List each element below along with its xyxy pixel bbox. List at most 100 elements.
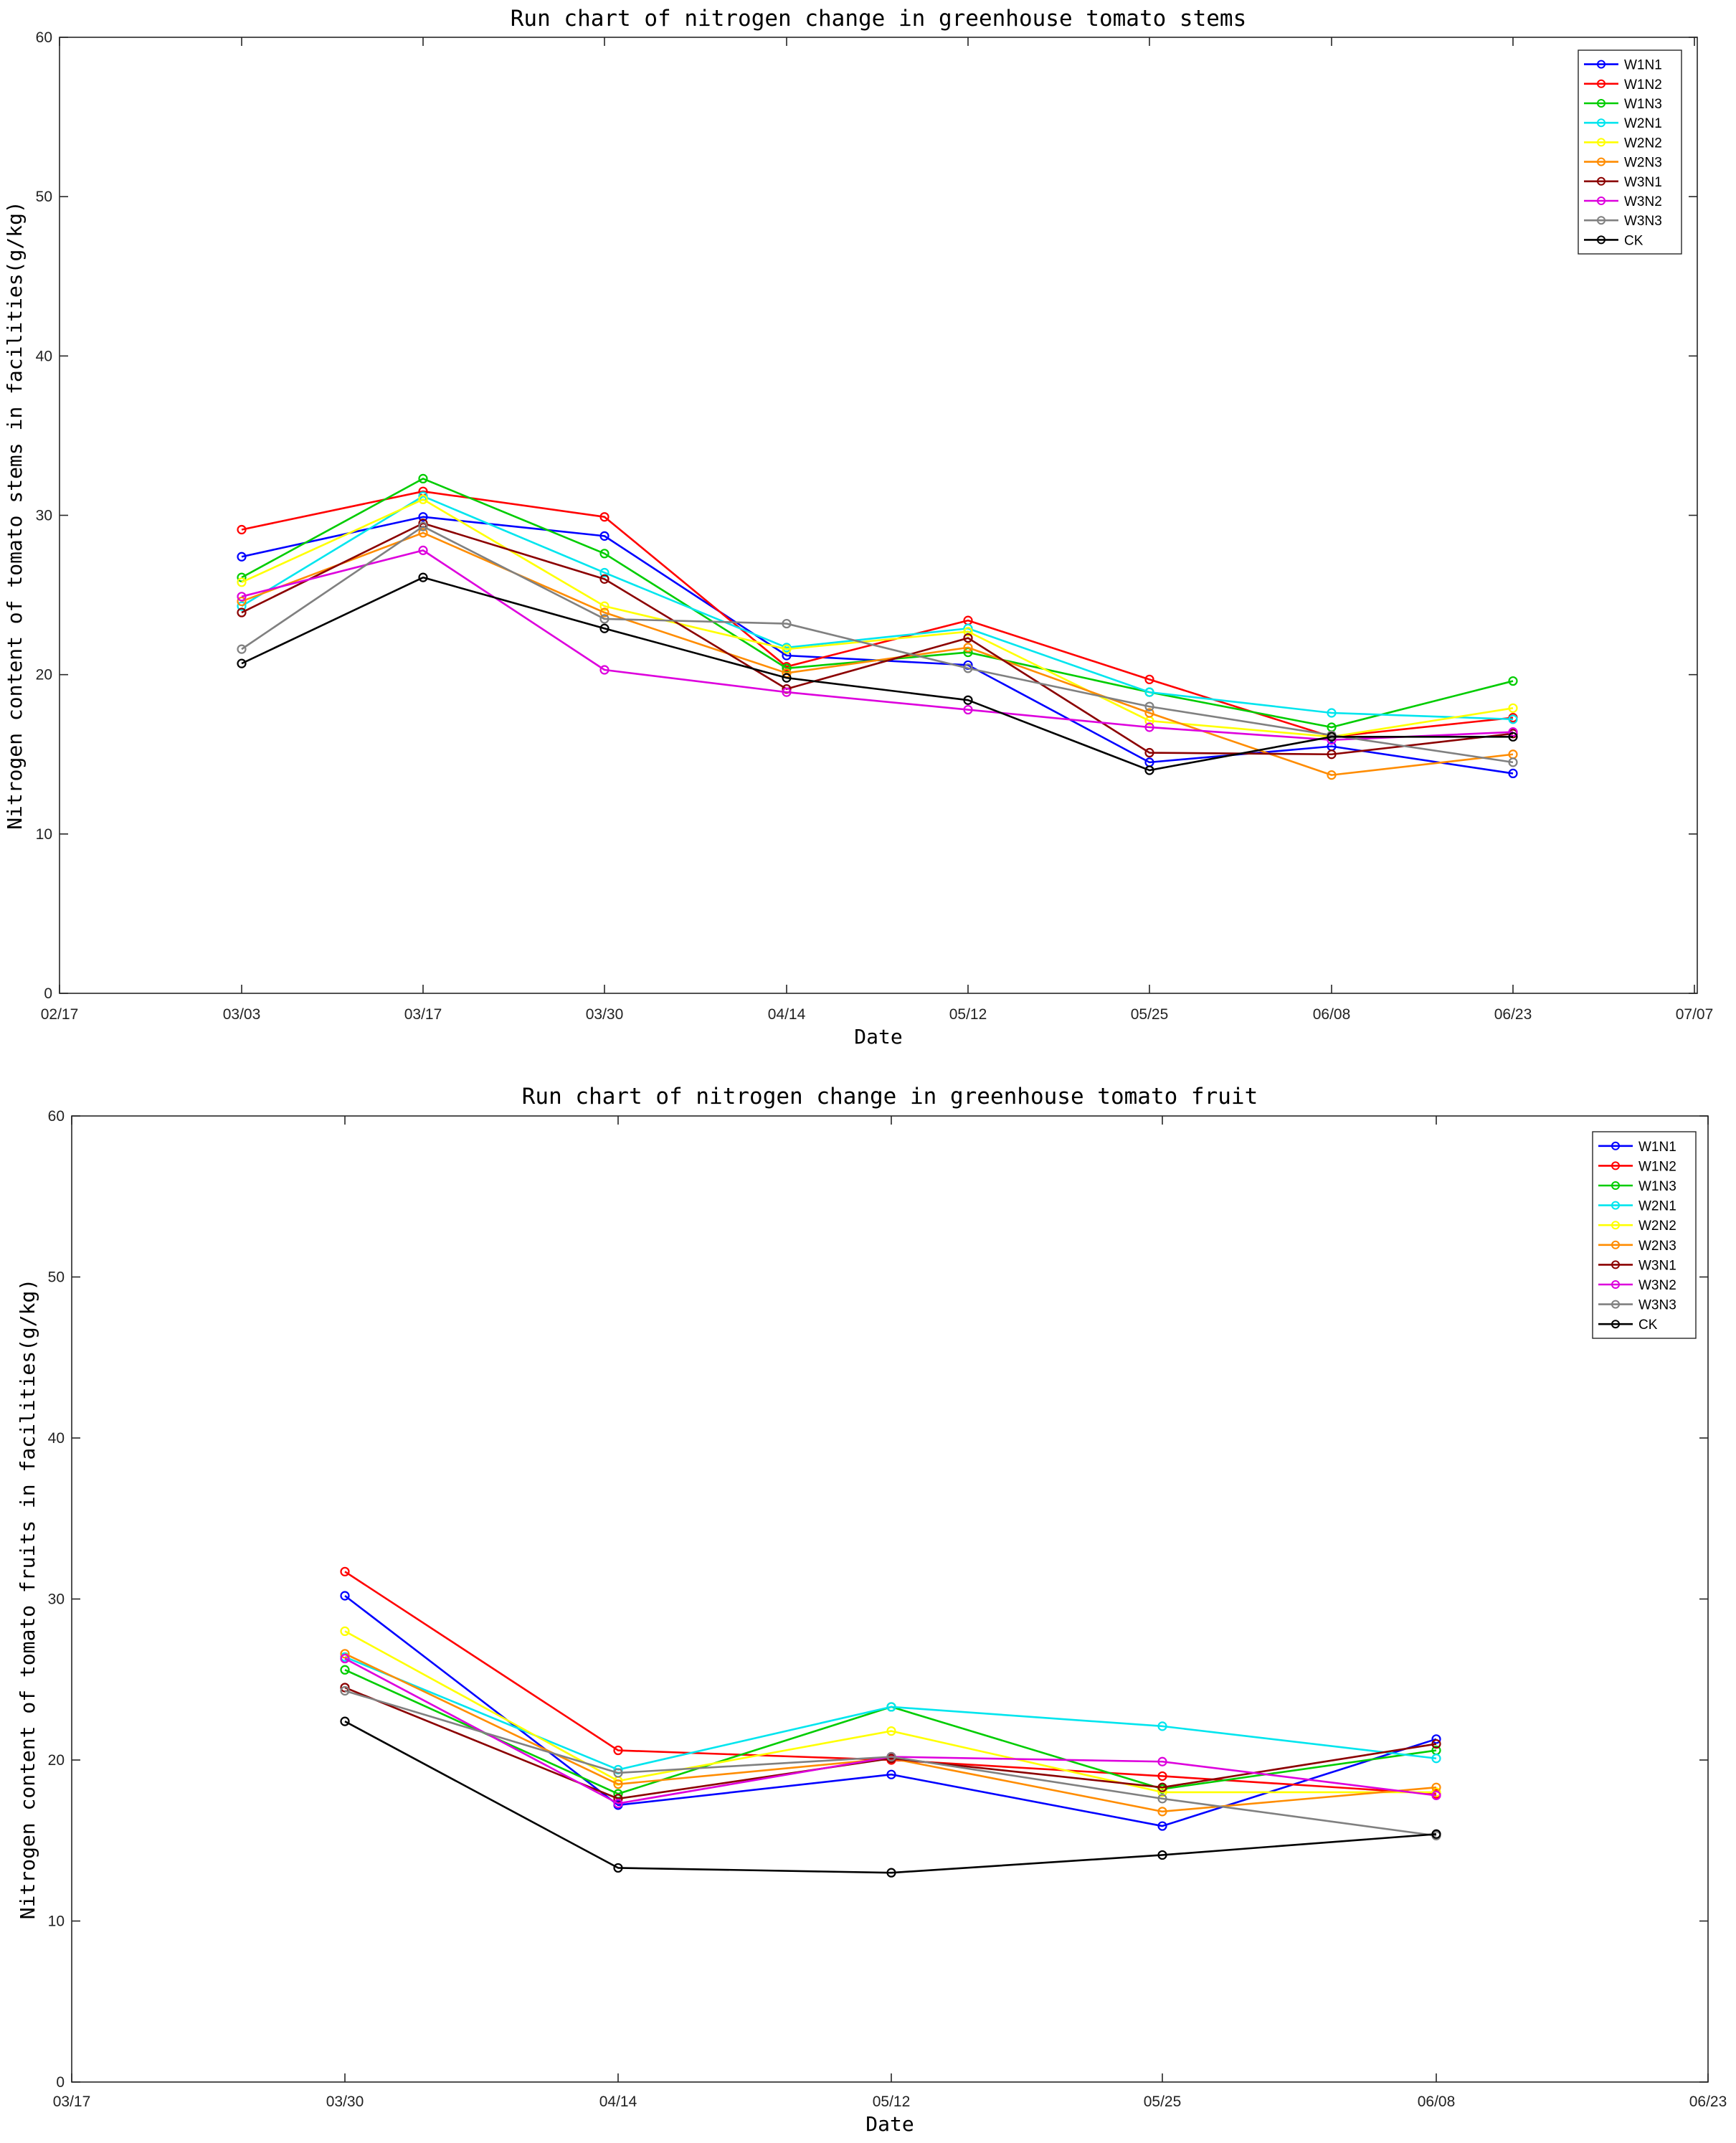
data-point-w2n2: W2N2 03/30: 28 — [340, 1626, 350, 1636]
data-point-w3n2: W3N2 05/12: 17.8 — [963, 704, 973, 715]
data-point-w3n2: W3N2 03/30: 20.3 — [599, 665, 610, 675]
data-point-w3n2: W3N2 03/03: 24.9 — [237, 592, 247, 602]
data-point-ck: CK 06/23: 16.1 — [1508, 732, 1518, 742]
y-tick-label: 30 — [36, 508, 52, 524]
data-point-w1n2: W1N2 05/25: 19.7 — [1144, 674, 1154, 684]
data-point-w2n1: W2N1 03/03: 24.3 — [237, 601, 247, 611]
legend-marker-w2n2 — [1611, 1221, 1620, 1230]
data-point-ck: CK 05/12: 18.4 — [963, 695, 973, 705]
data-point-w1n1: W1N1 03/03: 27.4 — [237, 552, 247, 562]
y-tick-label: 40 — [48, 1430, 65, 1447]
legend-marker-w3n1 — [1597, 176, 1605, 186]
legend-label-w3n1: W3N1 — [1624, 175, 1662, 190]
series-line-ck — [344, 1720, 1437, 1874]
legend-label-w2n3: W2N3 — [1638, 1239, 1676, 1254]
legend-label-w2n1: W2N1 — [1624, 116, 1662, 131]
legend-marker-w2n1 — [1611, 1201, 1620, 1210]
legend-marker-w3n3 — [1611, 1300, 1620, 1309]
series-line-w3n2 — [241, 549, 1514, 742]
legend-label-w1n2: W1N2 — [1624, 77, 1662, 93]
legend-marker-w1n2 — [1611, 1161, 1620, 1170]
data-point-w2n3: W2N3 03/03: 24.6 — [237, 596, 247, 607]
data-point-w2n3: W2N3 05/25: 16.8 — [1157, 1807, 1167, 1817]
data-point-w3n1: W3N1 03/03: 23.9 — [237, 607, 247, 618]
series-line-w2n2 — [241, 498, 1514, 738]
data-point-w1n1: W1N1 03/30: 28.7 — [599, 531, 610, 541]
data-point-w2n2: W2N2 03/30: 24.3 — [599, 601, 610, 611]
data-point-w2n3: W2N3 06/08: 13.7 — [1327, 770, 1337, 780]
data-point-w2n1: W2N1 06/08: 17.6 — [1327, 708, 1337, 718]
series-line-w2n1 — [344, 1656, 1437, 1771]
data-point-w3n1: W3N1 05/12: 22.3 — [963, 633, 973, 643]
x-tick-label: 03/03 — [223, 1006, 261, 1023]
data-point-w3n2: W3N2 04/14: 18.9 — [782, 687, 792, 697]
data-point-w1n2: W1N2 03/30: 29.9 — [599, 512, 610, 522]
data-point-w3n2: W3N2 04/14: 17.3 — [613, 1799, 623, 1809]
x-tick-label: 02/17 — [41, 1006, 79, 1023]
series-line-w1n1 — [344, 1594, 1437, 1827]
legend-label-w1n1: W1N1 — [1638, 1140, 1676, 1155]
data-point-w1n1: W1N1 06/23: 13.8 — [1508, 768, 1518, 779]
data-point-w2n3: W2N3 04/14: 18.5 — [613, 1779, 623, 1789]
data-point-w2n2: W2N2 03/17: 31 — [418, 494, 428, 504]
data-point-w1n1: W1N1 03/17: 29.9 — [418, 512, 428, 522]
x-axis-label: Date — [854, 1025, 902, 1049]
x-tick-label: 03/17 — [404, 1006, 442, 1023]
x-tick-label: 07/07 — [1676, 1006, 1714, 1023]
y-tick-label: 50 — [36, 189, 52, 205]
legend-marker-ck — [1597, 235, 1605, 245]
data-point-w3n2: W3N2 06/08: 17.8 — [1431, 1790, 1441, 1800]
data-point-w3n3: W3N3 05/25: 18 — [1144, 701, 1154, 711]
legend-marker-w3n2 — [1597, 197, 1605, 205]
series-line-w2n3 — [241, 531, 1514, 776]
x-tick-label: 04/14 — [768, 1006, 806, 1023]
data-point-w3n3: W3N3 03/30: 24.3 — [340, 1685, 350, 1696]
legend-marker-w2n3 — [1611, 1240, 1620, 1249]
data-point-ck: CK 03/30: 22.4 — [340, 1716, 350, 1726]
legend-label-w3n2: W3N2 — [1638, 1278, 1676, 1293]
data-point-w2n1: W2N1 05/25: 22.1 — [1157, 1721, 1167, 1731]
data-point-w2n1: W2N1 06/08: 20.1 — [1431, 1754, 1441, 1764]
legend-label-w2n2: W2N2 — [1638, 1219, 1676, 1234]
legend-marker-w2n1 — [1597, 118, 1605, 128]
y-tick-label: 0 — [44, 985, 52, 1002]
x-axis-label: Date — [865, 2112, 914, 2136]
data-point-w3n2: W3N2 05/25: 19.9 — [1157, 1756, 1167, 1766]
series-line-w3n1 — [344, 1686, 1437, 1800]
data-point-w3n3: W3N3 06/23: 14.5 — [1508, 757, 1518, 767]
legend-label-w3n2: W3N2 — [1624, 194, 1662, 209]
legend-label-w3n1: W3N1 — [1638, 1258, 1676, 1273]
data-point-w2n2: W2N2 06/23: 17.9 — [1508, 703, 1518, 713]
y-tick-label: 10 — [36, 826, 52, 843]
legend-marker-w3n2 — [1611, 1280, 1620, 1289]
data-point-w1n1: W1N1 06/08: 21.3 — [1431, 1734, 1441, 1744]
data-point-w2n1: W2N1 06/23: 17.2 — [1508, 714, 1518, 724]
legend-marker-w1n1 — [1597, 60, 1605, 69]
x-tick-label: 03/30 — [586, 1006, 624, 1023]
data-point-w1n3: W1N3 03/30: 25.6 — [340, 1665, 350, 1675]
data-point-w2n1: W2N1 03/30: 26.4 — [599, 567, 610, 578]
data-point-ck: CK 05/25: 14.1 — [1157, 1850, 1167, 1860]
legend-label-w1n1: W1N1 — [1624, 58, 1662, 73]
legend-label-ck: CK — [1638, 1318, 1658, 1333]
series-line-w1n2 — [241, 490, 1514, 738]
series-line-ck — [241, 576, 1513, 772]
data-point-w1n3: W1N3 06/23: 19.6 — [1508, 676, 1518, 686]
x-tick-label: 05/12 — [949, 1006, 987, 1023]
legend-label-w2n3: W2N3 — [1624, 156, 1662, 171]
data-point-ck: CK 03/17: 26.1 — [418, 572, 428, 582]
y-axis-label: Nitrogen content of tomato fruits in fac… — [16, 1279, 39, 1919]
legend-marker-w1n2 — [1597, 79, 1605, 88]
data-point-w2n2: W2N2 05/12: 21.8 — [886, 1726, 896, 1736]
legend-label-w1n3: W1N3 — [1638, 1179, 1676, 1194]
legend-label-w3n3: W3N3 — [1638, 1298, 1676, 1313]
data-point-w2n3: W2N3 05/12: 21.7 — [963, 643, 973, 653]
legend-marker-w2n3 — [1597, 157, 1605, 166]
data-point-w3n3: W3N3 04/14: 23.2 — [782, 618, 792, 629]
data-point-ck: CK 05/12: 13 — [886, 1868, 896, 1878]
series-line-w3n3 — [344, 1690, 1437, 1837]
legend-label-w2n1: W2N1 — [1638, 1199, 1676, 1214]
data-point-w2n2: W2N2 03/03: 25.8 — [237, 577, 247, 587]
data-point-w2n1: W2N1 05/25: 18.9 — [1144, 687, 1154, 697]
legend-label-w1n2: W1N2 — [1638, 1159, 1676, 1174]
